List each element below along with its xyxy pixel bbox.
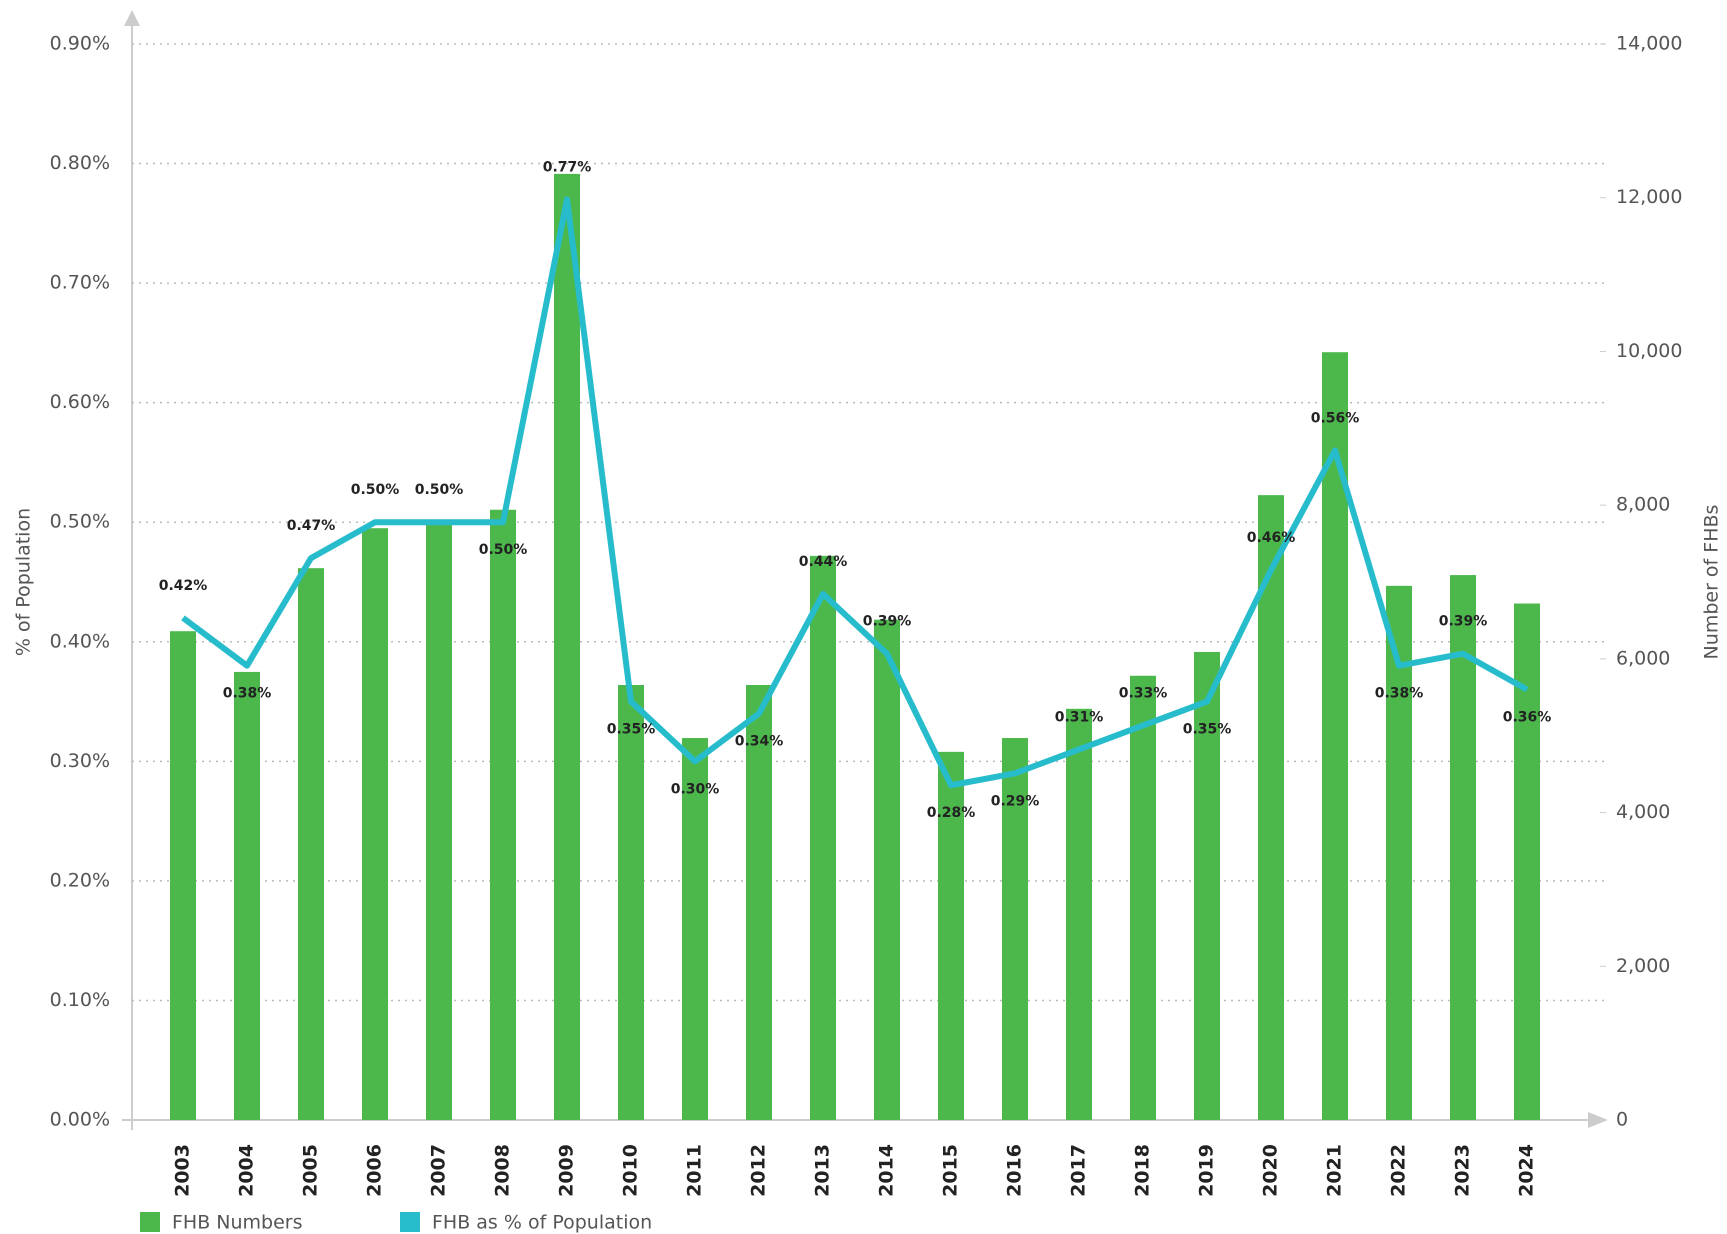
data-label: 0.28% — [927, 805, 976, 821]
x-tick-label: 2005 — [300, 1144, 322, 1197]
x-tick-label: 2011 — [684, 1144, 706, 1197]
x-tick-label: 2024 — [1516, 1144, 1538, 1197]
bar — [618, 684, 644, 1120]
bar — [170, 631, 196, 1120]
x-tick-label: 2020 — [1260, 1144, 1282, 1197]
data-label: 0.34% — [735, 734, 784, 750]
bar — [490, 509, 516, 1120]
legend-label: FHB as % of Population — [432, 1212, 652, 1234]
bar — [1514, 603, 1540, 1120]
bar — [298, 568, 324, 1120]
y-tick-label: 0.30% — [50, 750, 110, 772]
data-label: 0.36% — [1503, 710, 1552, 726]
bar — [1194, 651, 1220, 1120]
y2-tick-label: 0 — [1616, 1109, 1628, 1131]
y2-tick-label: 8,000 — [1616, 494, 1670, 516]
y-tick-label: 0.50% — [50, 511, 110, 533]
data-label: 0.38% — [1375, 686, 1424, 702]
x-tick-label: 2009 — [556, 1144, 578, 1197]
data-label: 0.50% — [351, 482, 400, 498]
y2-axis-title: Number of FHBs — [1701, 505, 1723, 660]
x-axis-arrow — [1588, 1112, 1608, 1128]
data-label: 0.42% — [159, 578, 208, 594]
data-label: 0.33% — [1119, 685, 1168, 701]
bar — [1258, 495, 1284, 1120]
bar — [938, 751, 964, 1120]
y-tick-label: 0.60% — [50, 391, 110, 413]
data-label: 0.35% — [1183, 722, 1232, 738]
data-label: 0.31% — [1055, 709, 1104, 725]
bar — [874, 619, 900, 1120]
data-label: 0.50% — [415, 482, 464, 498]
x-tick-label: 2021 — [1324, 1144, 1346, 1197]
y-tick-label: 0.40% — [50, 630, 110, 652]
y2-tick-label: 6,000 — [1616, 647, 1670, 669]
data-label: 0.77% — [543, 159, 592, 175]
x-tick-label: 2018 — [1132, 1144, 1154, 1197]
line — [181, 196, 1529, 789]
y-tick-label: 0.90% — [50, 33, 110, 55]
x-tick-label: 2015 — [940, 1144, 962, 1197]
data-label: 0.39% — [863, 614, 912, 630]
x-tick-label: 2004 — [236, 1144, 258, 1197]
bar — [426, 522, 452, 1120]
data-label: 0.39% — [1439, 614, 1488, 630]
y2-tick-label: 14,000 — [1616, 33, 1682, 55]
legend-label: FHB Numbers — [172, 1212, 303, 1234]
bar — [1066, 708, 1092, 1120]
bar — [362, 528, 388, 1120]
x-tick-label: 2007 — [428, 1144, 450, 1197]
y2-tick-label: 2,000 — [1616, 955, 1670, 977]
bar — [1130, 675, 1156, 1120]
x-tick-label: 2013 — [812, 1144, 834, 1197]
y-tick-label: 0.70% — [50, 272, 110, 294]
data-label: 0.50% — [479, 542, 528, 558]
data-label: 0.47% — [287, 518, 336, 534]
data-label: 0.35% — [607, 722, 656, 738]
y2-tick-label: 4,000 — [1616, 801, 1670, 823]
data-label: 0.56% — [1311, 410, 1360, 426]
y2-tick-label: 12,000 — [1616, 186, 1682, 208]
legend-swatch — [400, 1212, 420, 1232]
x-tick-label: 2022 — [1388, 1144, 1410, 1197]
data-label: 0.38% — [223, 686, 272, 702]
bar — [1002, 738, 1028, 1120]
x-tick-label: 2003 — [172, 1144, 194, 1197]
y-tick-label: 0.00% — [50, 1109, 110, 1131]
x-tick-label: 2006 — [364, 1144, 386, 1197]
bar — [810, 555, 836, 1120]
y-tick-label: 0.80% — [50, 152, 110, 174]
x-tick-label: 2008 — [492, 1144, 514, 1197]
bar — [682, 738, 708, 1120]
data-label: 0.44% — [799, 554, 848, 570]
x-tick-label: 2023 — [1452, 1144, 1474, 1197]
y-tick-label: 0.10% — [50, 989, 110, 1011]
bar — [1450, 575, 1476, 1120]
x-tick-label: 2010 — [620, 1144, 642, 1197]
x-tick-label: 2012 — [748, 1144, 770, 1197]
y2-tick-label: 10,000 — [1616, 340, 1682, 362]
y-tick-label: 0.20% — [50, 869, 110, 891]
bar — [746, 684, 772, 1120]
x-tick-label: 2016 — [1004, 1144, 1026, 1197]
data-label: 0.46% — [1247, 530, 1296, 546]
y-axis-title: % of Population — [13, 508, 35, 656]
bar — [554, 173, 580, 1121]
data-label: 0.29% — [991, 793, 1040, 809]
x-tick-label: 2014 — [876, 1144, 898, 1197]
x-tick-label: 2019 — [1196, 1144, 1218, 1197]
y-axis-arrow — [124, 10, 140, 26]
data-label: 0.30% — [671, 781, 720, 797]
legend-swatch — [140, 1212, 160, 1232]
bar — [1386, 585, 1412, 1120]
x-tick-label: 2017 — [1068, 1144, 1090, 1197]
bar — [234, 671, 260, 1120]
